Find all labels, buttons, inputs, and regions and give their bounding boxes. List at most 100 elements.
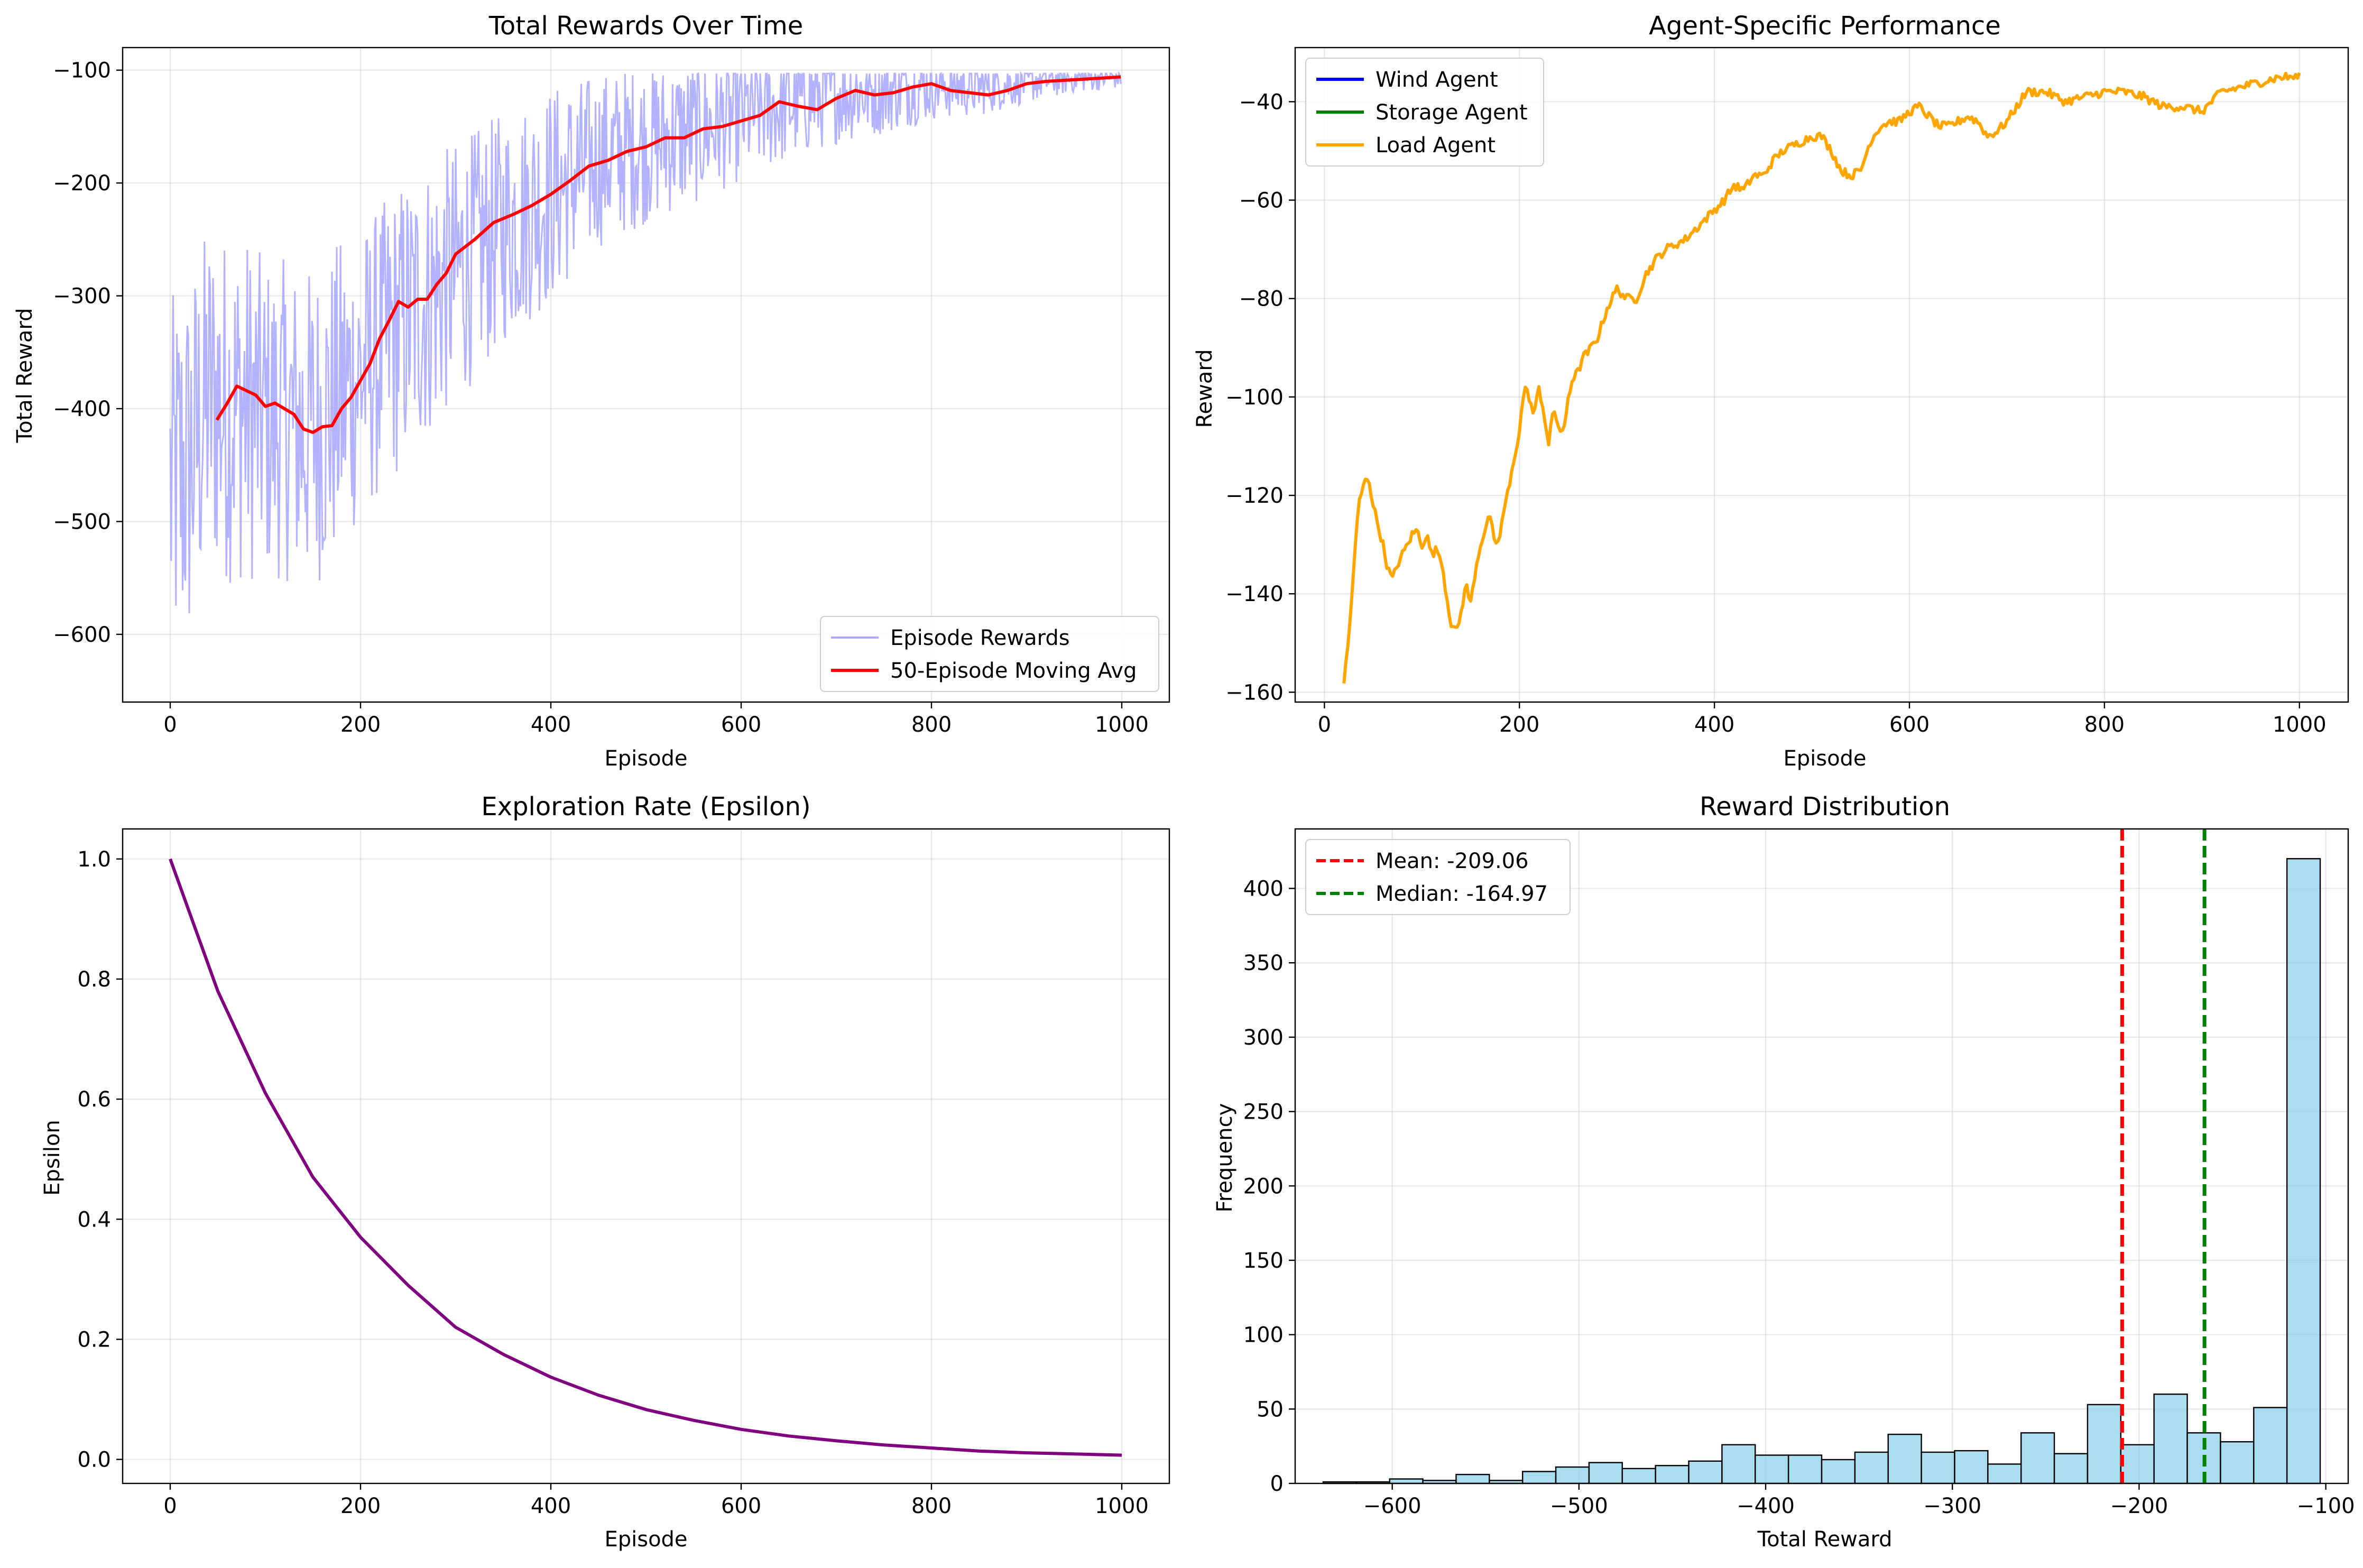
histogram-bar bbox=[1389, 1478, 1424, 1484]
histogram-bar bbox=[2120, 1444, 2155, 1484]
histogram-bar bbox=[1854, 1451, 1889, 1484]
y-tick-label: 50 bbox=[1257, 1397, 1284, 1422]
x-tick-label: 800 bbox=[911, 713, 952, 737]
histogram-bar bbox=[1887, 1433, 1922, 1484]
histogram-bar bbox=[1555, 1466, 1590, 1484]
x-tick-label: 0 bbox=[1318, 713, 1331, 737]
axes-frame-3 bbox=[122, 828, 1170, 1484]
legend-label-1: Wind Agent bbox=[1376, 68, 1498, 92]
y-tick-label: 0.8 bbox=[77, 967, 111, 992]
legend-box bbox=[1305, 58, 1544, 167]
x-tick-label: 1000 bbox=[1095, 1494, 1149, 1518]
y-tick-label: −500 bbox=[53, 510, 111, 534]
axes-frame-1 bbox=[122, 47, 1170, 703]
y-tick-label: 150 bbox=[1243, 1249, 1284, 1273]
legend: Wind Agent Storage Agent Load Agent bbox=[1305, 58, 1544, 167]
x-tick-label: 1000 bbox=[2273, 713, 2327, 737]
x-tick-label: −600 bbox=[1363, 1494, 1422, 1518]
histogram-bar bbox=[1455, 1473, 1490, 1484]
histogram-bar bbox=[2087, 1404, 2122, 1484]
histogram-bar bbox=[2220, 1441, 2255, 1484]
series-epsilon bbox=[169, 858, 1122, 1457]
histogram-bar bbox=[2053, 1453, 2089, 1484]
legend-label-3: Load Agent bbox=[1376, 133, 1496, 158]
histogram-bar bbox=[1688, 1460, 1723, 1484]
panel-2-ylabel: Reward bbox=[1193, 349, 1217, 428]
y-tick-label: −160 bbox=[1225, 680, 1284, 705]
y-tick-label: −100 bbox=[53, 59, 111, 83]
y-tick-label: 100 bbox=[1243, 1323, 1284, 1348]
x-tick-label: −200 bbox=[2110, 1494, 2168, 1518]
legend: Episode Rewards 50-Episode Moving Avg bbox=[820, 616, 1159, 692]
y-tick-label: 350 bbox=[1243, 951, 1284, 975]
y-tick-label: 0.4 bbox=[77, 1207, 111, 1232]
y-tick-label: −400 bbox=[53, 397, 111, 421]
legend: Mean: -209.06 Median: -164.97 bbox=[1305, 839, 1571, 915]
x-tick-label: 200 bbox=[340, 1494, 381, 1518]
y-tick-label: 200 bbox=[1243, 1174, 1284, 1198]
legend-box bbox=[820, 616, 1159, 692]
histogram-bar bbox=[1521, 1471, 1557, 1484]
y-tick-label: −300 bbox=[53, 284, 111, 309]
histogram-bar bbox=[2253, 1407, 2288, 1484]
y-tick-label: 300 bbox=[1243, 1026, 1284, 1050]
panel-1-ylabel: Total Reward bbox=[13, 308, 37, 443]
panel-4-ylabel: Frequency bbox=[1213, 1103, 1237, 1213]
panel-3-title: Exploration Rate (Epsilon) bbox=[481, 792, 810, 822]
histogram-bar bbox=[1921, 1451, 1955, 1484]
axes-3: 0 200 400 600 800 1000 0.0 0.2 0.4 0.6 0.8 1.0 bbox=[77, 829, 1169, 1518]
y-tick-label: −140 bbox=[1225, 582, 1284, 606]
histogram-bar bbox=[1821, 1459, 1856, 1484]
y-tick-label: −120 bbox=[1225, 484, 1284, 508]
y-tick-label: 0.0 bbox=[77, 1448, 111, 1472]
histogram-bar bbox=[1655, 1465, 1690, 1484]
y-tick-label: 0 bbox=[1270, 1472, 1284, 1496]
histogram-bar bbox=[1621, 1468, 1656, 1484]
panel-4-title: Reward Distribution bbox=[1700, 792, 1950, 822]
panel-epsilon: Exploration Rate (Epsilon) Episode Epsil… bbox=[40, 792, 811, 1552]
histogram-bar bbox=[1987, 1463, 2022, 1484]
legend-box bbox=[1305, 839, 1571, 915]
x-tick-label: 0 bbox=[163, 713, 177, 737]
axes-frame-4 bbox=[1294, 828, 2349, 1484]
x-tick-label: 200 bbox=[1499, 713, 1539, 737]
histogram-bar bbox=[1755, 1454, 1789, 1484]
panel-1-xlabel: Episode bbox=[604, 746, 687, 771]
x-tick-label: 800 bbox=[911, 1494, 952, 1518]
x-tick-label: 600 bbox=[721, 713, 761, 737]
panel-total-rewards: Total Rewards Over Time Episode Total Re… bbox=[13, 11, 803, 771]
x-tick-label: 200 bbox=[340, 713, 381, 737]
legend-label-1: Mean: -209.06 bbox=[1376, 849, 1529, 873]
y-tick-label: −40 bbox=[1239, 90, 1284, 114]
legend-label-2: 50-Episode Moving Avg bbox=[890, 659, 1137, 683]
legend-label-2: Storage Agent bbox=[1376, 100, 1528, 125]
y-tick-label: −100 bbox=[1225, 385, 1284, 410]
panel-agent-performance: Agent-Specific Performance Episode Rewar… bbox=[1193, 11, 2001, 771]
legend-label-2: Median: -164.97 bbox=[1376, 882, 1548, 906]
x-tick-label: −100 bbox=[2297, 1494, 2355, 1518]
histogram-bar bbox=[2020, 1432, 2055, 1484]
histogram-bar bbox=[2286, 858, 2321, 1484]
panel-4-xlabel: Total Reward bbox=[1757, 1527, 1892, 1552]
x-tick-label: −500 bbox=[1550, 1494, 1608, 1518]
panel-2-title: Agent-Specific Performance bbox=[1649, 11, 2001, 41]
panel-2-xlabel: Episode bbox=[1783, 746, 1866, 771]
axes-frame-2 bbox=[1294, 47, 2349, 703]
x-tick-label: 400 bbox=[531, 713, 571, 737]
histogram-bar bbox=[1787, 1454, 1823, 1484]
y-tick-label: 400 bbox=[1243, 877, 1284, 901]
y-tick-label: 1.0 bbox=[77, 847, 111, 872]
y-tick-label: −60 bbox=[1239, 189, 1284, 213]
y-tick-label: 0.6 bbox=[77, 1087, 111, 1112]
panel-reward-distribution: Reward Distribution Total Reward Frequen… bbox=[1213, 792, 1950, 1552]
y-tick-label: −200 bbox=[53, 171, 111, 196]
panel-3-xlabel: Episode bbox=[604, 1527, 687, 1552]
axes-1: 0 200 400 600 800 1000 −600 −500 −400 −300 −200 −10… bbox=[53, 48, 1169, 737]
x-tick-label: 400 bbox=[531, 1494, 571, 1518]
histogram-bar bbox=[1954, 1450, 1989, 1484]
y-tick-label: −80 bbox=[1239, 287, 1284, 311]
series-moving-average bbox=[215, 75, 1121, 434]
histogram-bar bbox=[1721, 1444, 1756, 1484]
